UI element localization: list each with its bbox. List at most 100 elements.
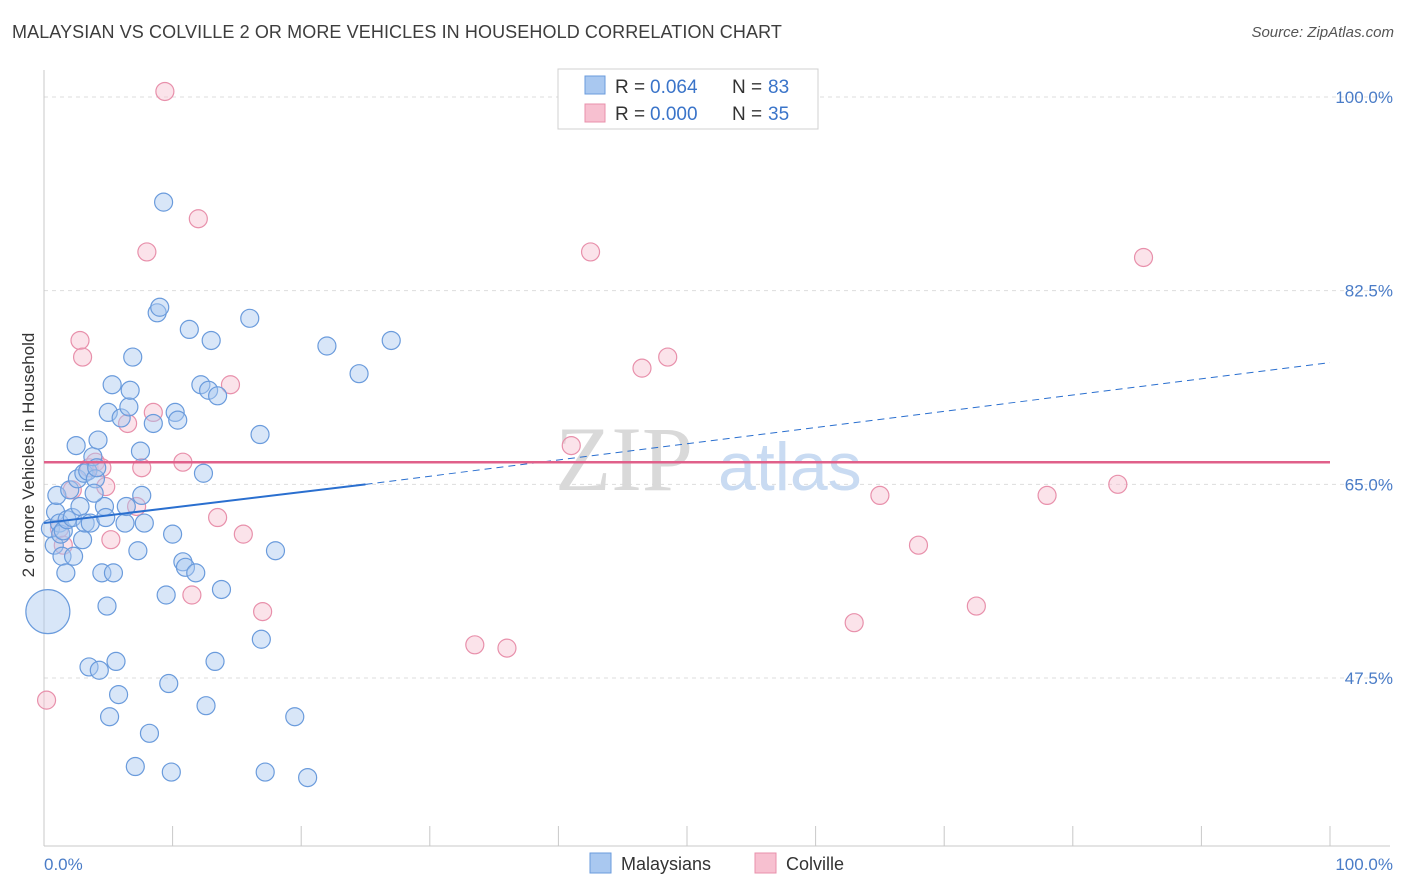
malaysian-point-69	[211, 579, 232, 600]
malaysian-point-46	[132, 485, 152, 505]
malaysian-point-62	[186, 563, 206, 583]
colville-point-21	[220, 375, 241, 395]
x-tick-label-0: 0.0%	[44, 855, 83, 874]
malaysian-point-57	[165, 402, 185, 422]
legend-n-label-1: N =	[732, 77, 762, 98]
colville-point-10	[101, 530, 121, 550]
source-label: Source: ZipAtlas.com	[1251, 24, 1394, 41]
malaysian-point-17	[72, 530, 93, 550]
malaysian-point-21	[79, 657, 99, 677]
legend-swatch-malaysian	[584, 75, 606, 95]
malaysian-point-54	[159, 673, 179, 694]
malaysian-point-16	[70, 496, 90, 517]
trend-lines	[43, 362, 1331, 525]
colville-point-14	[137, 242, 157, 262]
malaysian-point-27	[89, 660, 109, 680]
legend-n-value-2: 35	[768, 104, 789, 125]
legend-n-label-2: N =	[732, 104, 762, 125]
colville-point-5	[72, 347, 93, 367]
malaysian-point-56	[163, 524, 183, 544]
malaysian-point-75	[285, 707, 305, 727]
malaysian-point-76	[298, 767, 318, 788]
legend-n-value-1: 83	[768, 77, 789, 98]
colville-point-26	[561, 436, 581, 456]
malaysian-point-51	[150, 297, 170, 317]
colville-point-36	[1108, 474, 1128, 494]
malaysian-point-26	[88, 430, 108, 450]
malaysian-point-8	[53, 521, 73, 541]
bottom-legend-swatch-malaysian	[589, 852, 612, 874]
legend-r-label-1: R =	[615, 77, 645, 98]
y-tick-labels: 47.5% 65.0% 82.5% 100.0%	[1335, 88, 1393, 688]
legend-r-label-2: R =	[615, 104, 645, 125]
malaysian-point-72	[251, 629, 271, 649]
malaysian-point-42	[123, 347, 143, 367]
malaysian-point-53	[156, 585, 176, 605]
malaysian-point-71	[250, 424, 270, 445]
malaysian-point-73	[255, 762, 275, 782]
bottom-legend-swatch-colville	[754, 852, 777, 874]
colville-point-23	[253, 601, 273, 622]
series-legend: Malaysians Colville	[589, 852, 844, 874]
colville-point-37	[1133, 247, 1154, 268]
malaysian-point-40	[119, 397, 139, 417]
malaysian-point-37	[111, 408, 131, 428]
colville-point-28	[632, 358, 652, 378]
watermark-zip: ZIP	[555, 408, 693, 510]
bottom-legend-colville: Colville	[786, 854, 844, 874]
malaysian-point-61	[179, 319, 199, 339]
malaysian-point-48	[139, 723, 160, 743]
bottom-legend-malaysians: Malaysians	[621, 854, 711, 874]
malaysian-point-47	[134, 513, 154, 533]
colville-point-24	[465, 635, 485, 655]
malaysian-point-28	[92, 563, 112, 583]
malaysian-point-45	[130, 441, 151, 461]
colville-point-27	[580, 242, 601, 262]
malaysian-point-14	[66, 436, 86, 456]
malaysian-point-13	[63, 546, 84, 566]
malaysian-point-41	[120, 380, 140, 400]
colville-point-0	[36, 690, 57, 710]
colville-point-18	[182, 585, 202, 605]
y-tick-label-3: 100.0%	[1335, 88, 1393, 107]
colville-point-19	[188, 209, 208, 229]
malaysian-point-35	[106, 651, 126, 672]
malaysian-point-79	[381, 330, 401, 351]
malaysian-point-64	[193, 463, 214, 483]
malaysian-point-49	[143, 413, 163, 434]
malaysian-point-43	[125, 756, 145, 777]
y-tick-label-2: 82.5%	[1345, 282, 1393, 301]
malaysian-point-38	[115, 513, 135, 533]
colville-point-16	[155, 81, 175, 102]
malaysian-point-74	[265, 541, 286, 561]
y-tick-label-0: 47.5%	[1345, 669, 1393, 688]
malaysian-point-55	[161, 762, 181, 782]
y-axis-label: 2 or more Vehicles in Household	[19, 333, 38, 578]
legend-swatch-colville	[584, 103, 606, 123]
colville-point-22	[233, 524, 253, 544]
colville-point-33	[908, 535, 929, 555]
malaysian-point-82	[84, 483, 104, 503]
malaysian-point-39	[116, 496, 136, 517]
y-tick-label-1: 65.0%	[1345, 475, 1393, 494]
watermark-atlas: atlas	[718, 429, 862, 505]
axes	[43, 70, 1390, 847]
colville-point-9	[96, 476, 116, 497]
malaysian-point-34	[103, 563, 124, 583]
x-tick-labels: 0.0% 100.0%	[44, 855, 1393, 874]
colville-point-31	[844, 613, 864, 633]
malaysian-point-67	[201, 330, 221, 351]
legend-r-value-1: 0.064	[650, 77, 698, 98]
malaysian-point-44	[128, 541, 148, 561]
malaysian-trend-line	[43, 483, 366, 525]
malaysian-trend-extension	[365, 362, 1331, 485]
malaysian-point-68	[205, 651, 225, 672]
legend-r-value-2: 0.000	[650, 104, 698, 125]
malaysian-point-33	[102, 375, 122, 395]
malaysian-point-30	[97, 596, 117, 616]
colville-point-35	[1037, 485, 1057, 505]
x-tick-label-1: 100.0%	[1335, 855, 1393, 874]
malaysian-point-11	[60, 480, 80, 500]
malaysian-point-80	[208, 386, 228, 406]
